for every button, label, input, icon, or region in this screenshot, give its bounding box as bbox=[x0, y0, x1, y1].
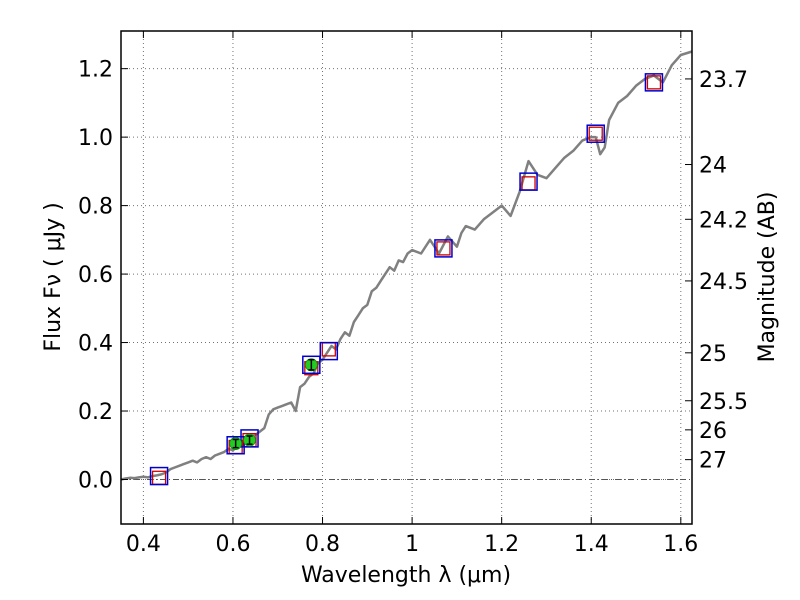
observed-photometry-marker bbox=[434, 239, 453, 258]
observed-photometry-marker bbox=[519, 172, 538, 191]
observed-photometry-marker bbox=[302, 355, 321, 375]
right-tick-label: 25.5 bbox=[699, 390, 748, 415]
y-tick-label: 1.2 bbox=[78, 58, 113, 83]
y-tick-label: 0.8 bbox=[78, 195, 113, 220]
observed-photometry-marker bbox=[319, 341, 339, 361]
x-tick-label: 1.4 bbox=[574, 532, 609, 557]
x-tick-label: 0.6 bbox=[215, 532, 250, 557]
observed-photometry-marker bbox=[240, 429, 259, 448]
x-axis-label: Wavelength λ (μm) bbox=[301, 563, 511, 588]
y-axis-label: Flux Fν ( μJy ) bbox=[41, 202, 66, 351]
right-tick-label: 25 bbox=[699, 342, 727, 367]
ticks: 0.4 0.6 0.8 1 1.2 1.4 1.6 0.0 0.2 0.4 0.6 0.8 1.0 1.2… bbox=[78, 31, 748, 557]
x-tick-label: 1.6 bbox=[663, 532, 698, 557]
right-tick-label: 24.2 bbox=[699, 208, 748, 233]
x-tick-label: 0.8 bbox=[305, 532, 340, 557]
observed-photometry-marker bbox=[586, 124, 605, 143]
right-tick-label: 27 bbox=[699, 449, 727, 474]
plot-frame bbox=[120, 30, 693, 525]
right-tick-label: 23.7 bbox=[699, 68, 748, 93]
right-tick-label: 26 bbox=[699, 419, 727, 444]
x-tick-label: 0.4 bbox=[126, 532, 161, 557]
right-tick-label: 24 bbox=[699, 154, 727, 179]
x-tick-label: 1.2 bbox=[484, 532, 519, 557]
y-tick-label: 0.2 bbox=[78, 400, 113, 425]
x-tick-label: 1 bbox=[405, 532, 419, 557]
observed-photometry-marker bbox=[149, 466, 169, 486]
model-photometry-marker bbox=[588, 126, 603, 141]
y-tick-label: 0.4 bbox=[78, 332, 113, 357]
y-tick-label: 0.6 bbox=[78, 263, 113, 288]
observed-photometry-marker bbox=[226, 436, 245, 455]
observed-photometry-marker bbox=[644, 73, 664, 92]
model-photometry-marker bbox=[436, 241, 451, 256]
y-tick-label: 0.0 bbox=[78, 468, 113, 493]
y-tick-label: 1.0 bbox=[78, 126, 113, 151]
model-photometry-marker bbox=[646, 75, 662, 90]
gridlines bbox=[121, 31, 692, 524]
right-tick-label: 24.5 bbox=[699, 270, 748, 295]
y-axis-label-right: Magnitude (AB) bbox=[755, 192, 780, 363]
series-layer bbox=[120, 50, 693, 486]
spectrum-line bbox=[120, 50, 693, 481]
